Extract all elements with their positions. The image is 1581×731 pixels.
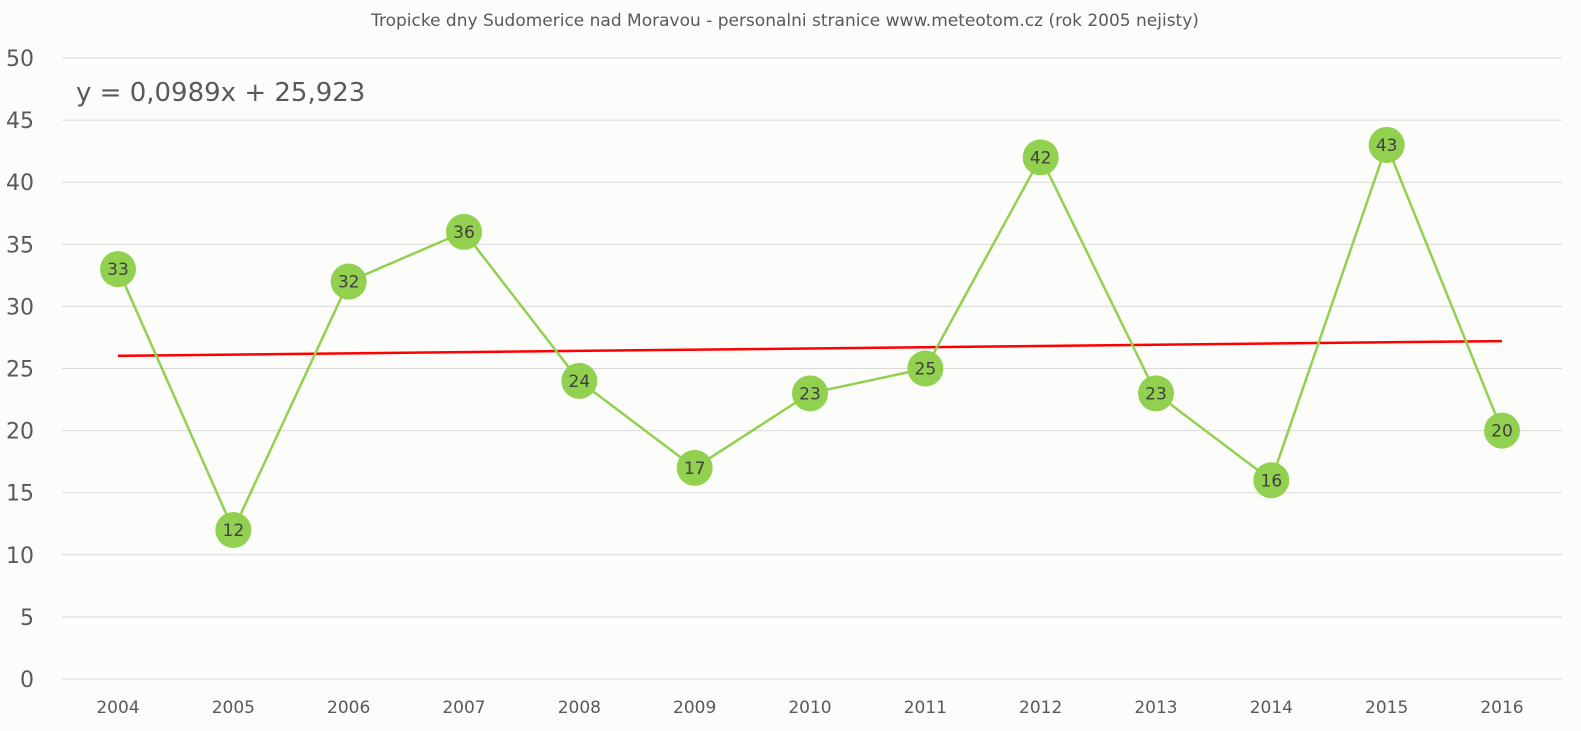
- y-tick-label: 45: [6, 109, 34, 134]
- data-label: 12: [223, 521, 245, 541]
- x-tick-label: 2007: [442, 698, 485, 718]
- data-point-2010: [792, 375, 828, 412]
- y-tick-label: 15: [6, 482, 34, 507]
- x-tick-label: 2012: [1019, 698, 1062, 718]
- data-point-2007: [446, 213, 482, 250]
- data-point-2015: [1368, 126, 1405, 163]
- x-tick-label: 2006: [327, 698, 370, 718]
- x-tick-label: 2013: [1134, 698, 1177, 718]
- series-group: 33 12 32 36 24 17 23 25 42 23 16 43 20: [100, 126, 1520, 548]
- data-point-2016: [1484, 412, 1520, 449]
- series-line: [116, 141, 1504, 533]
- x-tick-label: 2016: [1480, 698, 1523, 718]
- data-label: 36: [453, 223, 475, 243]
- y-tick-label: 10: [6, 544, 34, 569]
- data-point-2012: [1022, 139, 1059, 176]
- y-tick-label: 5: [20, 606, 34, 631]
- x-axis: 2004 2005 2006 2007 2008 2009 2010 2011 2012 2013…: [96, 698, 1523, 718]
- trendline-equation: y = 0,0989x + 25,923: [76, 78, 365, 108]
- x-tick-label: 2011: [904, 698, 947, 718]
- chart-title: Tropicke dny Sudomerice nad Moravou - pe…: [370, 11, 1199, 31]
- y-tick-label: 0: [20, 668, 34, 693]
- x-tick-label: 2014: [1250, 698, 1293, 718]
- data-label: 23: [1145, 384, 1167, 404]
- x-tick-label: 2015: [1365, 698, 1408, 718]
- y-tick-label: 40: [6, 171, 34, 196]
- data-point-2011: [907, 350, 944, 387]
- y-tick-label: 25: [6, 358, 34, 383]
- data-label: 43: [1376, 136, 1398, 156]
- x-tick-label: 2008: [558, 698, 601, 718]
- data-point-2014: [1253, 462, 1290, 499]
- data-point-2005: [215, 511, 252, 548]
- y-tick-label: 50: [6, 47, 34, 72]
- data-label: 25: [915, 360, 937, 380]
- data-point-2008: [561, 362, 598, 399]
- data-label: 42: [1030, 148, 1052, 168]
- y-tick-label: 35: [6, 233, 34, 258]
- data-label: 16: [1261, 471, 1283, 491]
- data-point-2006: [330, 263, 367, 300]
- y-axis: 0 5 10 15 20 25 30 35 40 45 50: [6, 47, 34, 693]
- data-label: 17: [684, 459, 706, 479]
- data-label: 24: [569, 372, 591, 392]
- trendline-group: [117, 339, 1503, 358]
- data-point-2009: [676, 449, 713, 486]
- trendline: [117, 339, 1503, 358]
- gridlines: [62, 57, 1562, 680]
- x-tick-label: 2005: [212, 698, 255, 718]
- data-label: 32: [338, 273, 360, 293]
- data-label: 20: [1491, 422, 1513, 442]
- data-point-2004: [100, 251, 136, 288]
- data-label: 33: [107, 260, 129, 280]
- x-tick-label: 2009: [673, 698, 716, 718]
- data-point-2013: [1138, 375, 1174, 412]
- y-tick-label: 20: [6, 420, 34, 445]
- x-tick-label: 2004: [96, 698, 139, 718]
- y-tick-label: 30: [6, 295, 34, 320]
- data-label: 23: [799, 384, 821, 404]
- x-tick-label: 2010: [788, 698, 831, 718]
